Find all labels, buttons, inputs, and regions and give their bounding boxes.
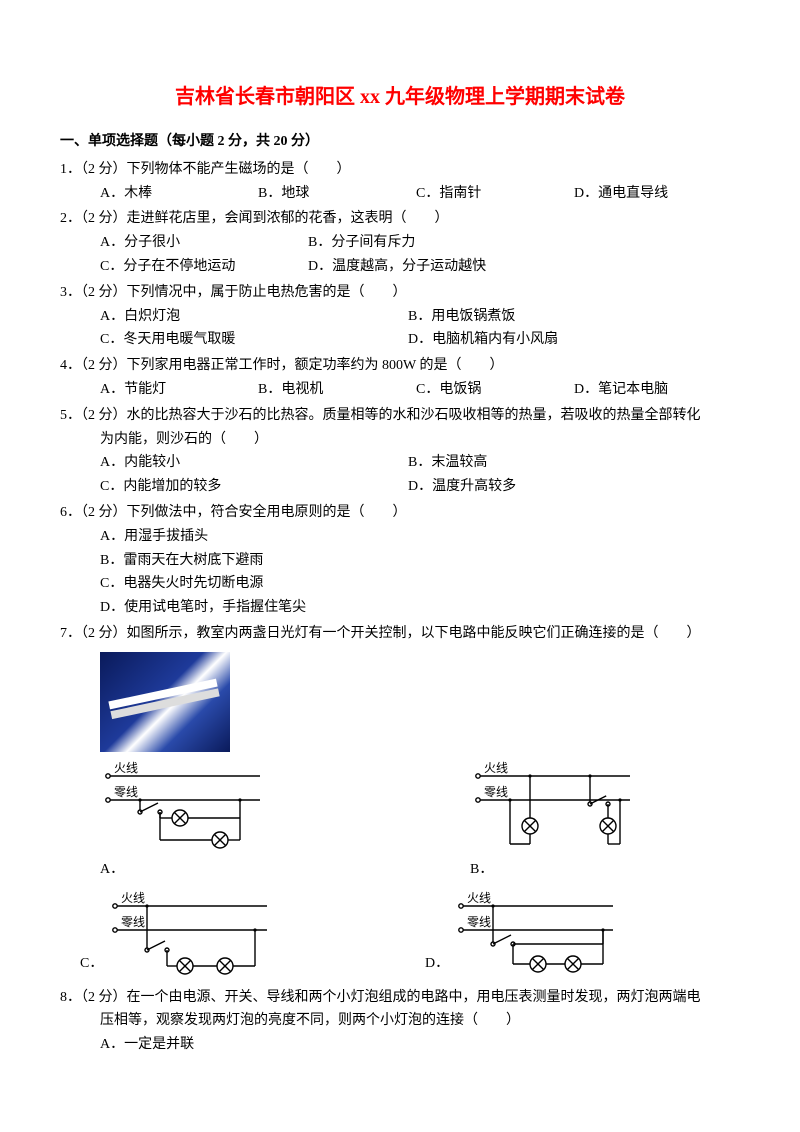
q7-label-c: C． <box>80 952 103 976</box>
q4-opt-b: B．电视机 <box>258 378 408 402</box>
q1-opt-b: B．地球 <box>258 182 408 206</box>
q6-opt-d: D．使用试电笔时，手指握住笔尖 <box>100 596 306 620</box>
q6-opt-a: A．用湿手拔插头 <box>100 525 208 549</box>
q2-stem: 2．（2 分）走进鲜花店里，会闻到浓郁的花香，这表明（ ） <box>60 207 740 231</box>
question-4: 4．（2 分）下列家用电器正常工作时，额定功率约为 800W 的是（ ） A．节… <box>60 354 740 402</box>
svg-text:火线: 火线 <box>484 761 508 775</box>
page-title: 吉林省长春市朝阳区 xx 九年级物理上学期期末试卷 <box>60 80 740 114</box>
question-6: 6．（2 分）下列做法中，符合安全用电原则的是（ ） A．用湿手拔插头 B．雷雨… <box>60 501 740 620</box>
svg-text:零线: 零线 <box>467 915 491 929</box>
q4-opt-c: C．电饭锅 <box>416 378 566 402</box>
svg-text:火线: 火线 <box>121 891 145 905</box>
question-1: 1．（2 分）下列物体不能产生磁场的是（ ） A．木棒 B．地球 C．指南针 D… <box>60 158 740 206</box>
circuit-b: 火线零线 <box>470 760 640 850</box>
q2-opt-b: B．分子间有斥力 <box>308 231 415 255</box>
q4-opt-d: D．笔记本电脑 <box>574 378 724 402</box>
fluorescent-lamp-image <box>100 652 740 752</box>
q3-stem: 3．（2 分）下列情况中，属于防止电热危害的是（ ） <box>60 281 740 305</box>
q3-opt-b: B．用电饭锅煮饭 <box>408 305 708 329</box>
q2-opt-a: A．分子很小 <box>100 231 300 255</box>
q7-label-b: B． <box>470 858 493 882</box>
q5-stem-1: 5．（2 分）水的比热容大于沙石的比热容。质量相等的水和沙石吸收相等的热量，若吸… <box>60 404 740 428</box>
q2-opt-d: D．温度越高，分子运动越快 <box>308 255 486 279</box>
q8-opt-a: A．一定是并联 <box>100 1033 194 1057</box>
q8-stem-1: 8．（2 分）在一个由电源、开关、导线和两个小灯泡组成的电路中，用电压表测量时发… <box>60 986 740 1010</box>
question-8: 8．（2 分）在一个由电源、开关、导线和两个小灯泡组成的电路中，用电压表测量时发… <box>60 986 740 1057</box>
q3-opt-a: A．白炽灯泡 <box>100 305 400 329</box>
circuit-a-svg: 火线零线 <box>100 760 270 850</box>
q7-stem: 7．（2 分）如图所示，教室内两盏日光灯有一个开关控制，以下电路中能反映它们正确… <box>60 622 740 646</box>
q7-label-d: D． <box>425 952 449 976</box>
q5-opt-b: B．末温较高 <box>408 451 708 475</box>
svg-text:零线: 零线 <box>484 785 508 799</box>
question-5: 5．（2 分）水的比热容大于沙石的比热容。质量相等的水和沙石吸收相等的热量，若吸… <box>60 404 740 499</box>
q8-stem-2: 压相等，观察发现两灯泡的亮度不同，则两个小灯泡的连接（ ） <box>60 1009 740 1033</box>
question-7: 7．（2 分）如图所示，教室内两盏日光灯有一个开关控制，以下电路中能反映它们正确… <box>60 622 740 980</box>
section-header: 一、单项选择题（每小题 2 分，共 20 分） <box>60 130 740 154</box>
q5-opt-c: C．内能增加的较多 <box>100 475 400 499</box>
q1-stem: 1．（2 分）下列物体不能产生磁场的是（ ） <box>60 158 740 182</box>
q3-opt-c: C．冬天用电暖气取暖 <box>100 328 400 352</box>
circuit-a: 火线零线 <box>100 760 270 850</box>
question-2: 2．（2 分）走进鲜花店里，会闻到浓郁的花香，这表明（ ） A．分子很小 B．分… <box>60 207 740 278</box>
circuit-c-svg: 火线零线 <box>107 890 277 980</box>
q6-opt-c: C．电器失火时先切断电源 <box>100 572 263 596</box>
svg-text:火线: 火线 <box>467 891 491 905</box>
q4-opt-a: A．节能灯 <box>100 378 250 402</box>
svg-text:零线: 零线 <box>114 785 138 799</box>
circuit-d-svg: 火线零线 <box>453 890 623 980</box>
svg-text:火线: 火线 <box>114 761 138 775</box>
q6-opt-b: B．雷雨天在大树底下避雨 <box>100 549 263 573</box>
circuit-b-svg: 火线零线 <box>470 760 640 850</box>
q5-stem-2: 为内能，则沙石的（ ） <box>60 428 740 452</box>
q6-stem: 6．（2 分）下列做法中，符合安全用电原则的是（ ） <box>60 501 740 525</box>
q1-opt-d: D．通电直导线 <box>574 182 724 206</box>
svg-text:零线: 零线 <box>121 915 145 929</box>
q2-opt-c: C．分子在不停地运动 <box>100 255 300 279</box>
q1-opt-c: C．指南针 <box>416 182 566 206</box>
q7-label-a: A． <box>100 858 124 882</box>
q5-opt-d: D．温度升高较多 <box>408 475 708 499</box>
q3-opt-d: D．电脑机箱内有小风扇 <box>408 328 708 352</box>
q4-stem: 4．（2 分）下列家用电器正常工作时，额定功率约为 800W 的是（ ） <box>60 354 740 378</box>
q1-opt-a: A．木棒 <box>100 182 250 206</box>
q5-opt-a: A．内能较小 <box>100 451 400 475</box>
question-3: 3．（2 分）下列情况中，属于防止电热危害的是（ ） A．白炽灯泡 B．用电饭锅… <box>60 281 740 352</box>
